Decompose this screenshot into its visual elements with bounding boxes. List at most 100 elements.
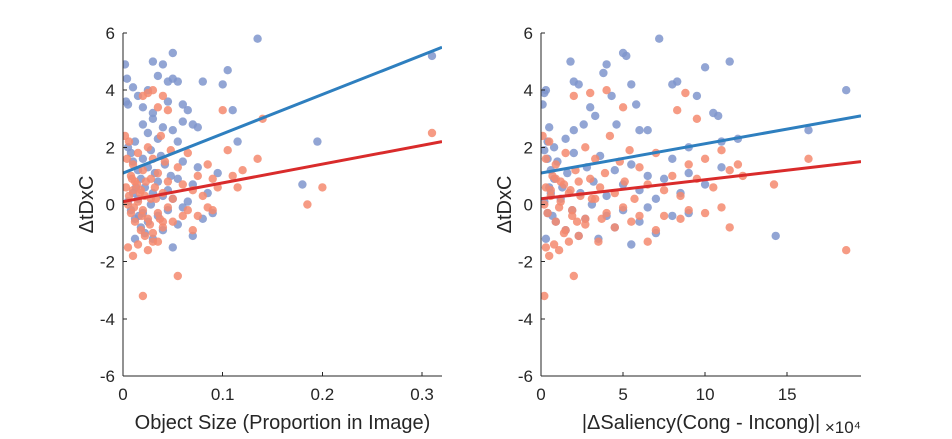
data-point <box>568 211 577 221</box>
data-point <box>156 131 166 141</box>
data-point <box>153 71 163 81</box>
data-point <box>253 154 262 163</box>
data-point <box>313 137 322 146</box>
data-point <box>559 180 569 189</box>
fit-line <box>541 160 861 201</box>
data-point <box>193 123 202 132</box>
data-point <box>684 168 693 178</box>
x-tick-label: 15 <box>778 385 797 404</box>
data-point <box>569 91 578 101</box>
data-point <box>842 246 851 255</box>
data-point <box>298 180 307 189</box>
data-point <box>233 137 242 146</box>
data-point <box>178 117 187 126</box>
y-tick-label: 4 <box>106 81 115 100</box>
data-point <box>554 203 564 212</box>
data-point <box>218 106 227 115</box>
data-point <box>133 148 143 158</box>
data-point <box>153 103 163 112</box>
data-point <box>591 111 600 121</box>
data-point <box>545 137 554 146</box>
data-point <box>148 57 158 66</box>
data-point <box>138 103 148 112</box>
data-point <box>155 214 165 223</box>
data-point <box>545 123 554 132</box>
data-point <box>168 194 177 203</box>
y-tick-label: 6 <box>106 24 115 43</box>
data-point <box>700 154 710 163</box>
data-point <box>541 131 547 141</box>
data-point <box>574 177 583 186</box>
data-point <box>566 57 575 66</box>
data-point <box>630 194 639 203</box>
data-point <box>551 174 560 183</box>
data-point <box>203 160 212 169</box>
data-point <box>178 180 187 189</box>
data-point <box>595 183 605 192</box>
data-point <box>130 217 140 226</box>
data-point <box>148 228 158 238</box>
data-point <box>173 174 182 183</box>
data-point <box>124 137 134 146</box>
data-point <box>427 51 437 61</box>
data-point <box>303 200 312 209</box>
data-point <box>123 154 132 163</box>
data-point <box>676 191 685 201</box>
data-point <box>700 63 710 72</box>
data-point <box>605 131 615 141</box>
data-point <box>725 57 734 66</box>
y-tick-label: 2 <box>106 138 115 157</box>
data-point <box>123 183 131 192</box>
data-point <box>132 180 142 189</box>
data-point <box>569 271 578 281</box>
data-point <box>602 191 611 201</box>
data-point <box>581 220 590 229</box>
data-point <box>124 191 134 201</box>
data-point <box>153 168 163 178</box>
data-point <box>591 154 600 163</box>
data-point <box>123 100 133 109</box>
data-point <box>193 211 202 221</box>
data-point <box>620 177 629 186</box>
data-point <box>123 74 132 83</box>
data-point <box>133 240 143 249</box>
data-point <box>651 194 661 203</box>
x-tick-label: 5 <box>618 385 627 404</box>
data-point <box>574 231 583 241</box>
data-point <box>769 180 779 189</box>
data-point <box>643 237 652 246</box>
data-point <box>541 146 549 155</box>
data-point <box>193 163 202 172</box>
data-point <box>692 114 702 124</box>
data-point <box>627 240 636 249</box>
data-point <box>143 143 153 152</box>
data-point <box>141 177 151 186</box>
data-point <box>127 174 137 183</box>
data-point <box>173 163 182 172</box>
data-point <box>635 163 644 172</box>
y-tick-label: 0 <box>106 196 115 215</box>
data-point <box>569 148 578 158</box>
data-point <box>541 234 551 243</box>
data-point <box>173 271 182 281</box>
data-point <box>643 126 652 135</box>
data-point <box>643 203 652 212</box>
data-point <box>676 214 685 223</box>
data-point <box>137 211 147 221</box>
data-point <box>632 100 641 109</box>
data-point <box>607 91 616 101</box>
data-point <box>709 183 718 192</box>
data-point <box>804 154 813 163</box>
data-point <box>541 183 551 192</box>
data-point <box>579 120 588 129</box>
data-point <box>143 128 153 138</box>
data-point <box>218 80 227 89</box>
data-point <box>725 166 734 175</box>
data-point <box>168 243 177 252</box>
data-point <box>599 68 608 78</box>
data-point <box>725 223 734 232</box>
axes: -6 -4 -2 0 2 4 6 0 5 10 15 <box>518 24 861 404</box>
data-point <box>123 60 130 69</box>
data-point <box>168 217 177 226</box>
data-point <box>700 180 710 189</box>
